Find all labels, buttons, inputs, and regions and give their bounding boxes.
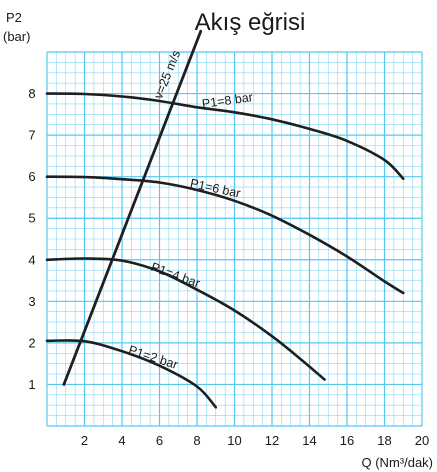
x-tick-label: 14	[302, 433, 316, 448]
x-tick-label: 2	[81, 433, 88, 448]
x-tick-label: 10	[227, 433, 241, 448]
series-label-3: P1=4 bar	[149, 260, 202, 291]
x-tick-label: 16	[340, 433, 354, 448]
y-tick-label: 7	[28, 128, 35, 143]
y-axis-label-line2: (bar)	[3, 29, 30, 44]
x-tick-label: 20	[415, 433, 429, 448]
series-label-4: P1=2 bar	[127, 343, 180, 372]
y-tick-label: 5	[28, 211, 35, 226]
x-tick-label: 8	[193, 433, 200, 448]
series-line-3	[45, 257, 326, 381]
y-axis-label-line1: P2	[6, 10, 22, 25]
y-tick-label: 3	[28, 294, 35, 309]
x-tick-label: 12	[265, 433, 279, 448]
y-tick-label: 8	[28, 86, 35, 101]
x-axis-label: Q (Nm³/dak)	[362, 455, 434, 470]
y-tick-label: 4	[28, 252, 35, 267]
y-tick-label: 1	[28, 377, 35, 392]
chart-grid	[46, 51, 423, 427]
chart-title: Akış eğrisi	[195, 9, 306, 36]
y-tick-labels: 1 2 3 4 5 6 7 8	[28, 86, 35, 392]
x-tick-labels: 2 4 6 8 10 12 14 16 18 20	[81, 433, 429, 448]
y-tick-label: 2	[28, 335, 35, 350]
series-line-1	[45, 92, 405, 180]
y-tick-label: 6	[28, 169, 35, 184]
series-line-2	[45, 175, 405, 295]
x-tick-label: 6	[156, 433, 163, 448]
x-tick-label: 4	[118, 433, 125, 448]
x-tick-label: 18	[377, 433, 391, 448]
velocity-line	[62, 29, 203, 386]
